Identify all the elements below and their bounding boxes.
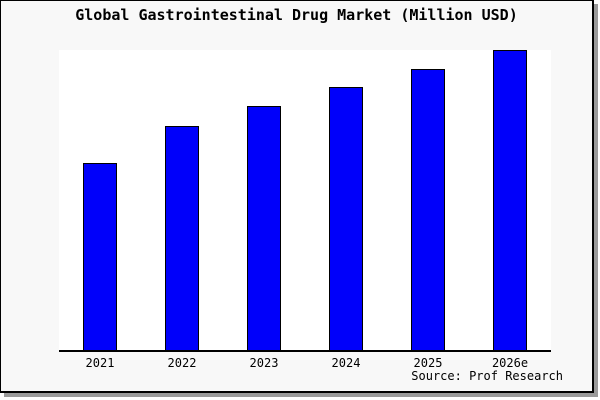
bar-slot-2025	[387, 50, 469, 350]
bar-2024	[329, 87, 363, 350]
bar-2023	[247, 106, 281, 350]
bar-2026e	[493, 50, 527, 350]
chart-title: Global Gastrointestinal Drug Market (Mil…	[75, 6, 518, 24]
bar-2021	[83, 162, 117, 350]
x-tick-label-2022: 2022	[167, 356, 197, 370]
bar-slot-2021	[59, 50, 141, 350]
bar-slot-2022	[141, 50, 223, 350]
bar-slot-2024	[305, 50, 387, 350]
x-tick-label-2024: 2024	[331, 356, 361, 370]
plot-area	[59, 50, 551, 352]
source-note: Source: Prof Research	[411, 369, 563, 383]
x-tick-label-2026e: 2026e	[491, 356, 529, 370]
x-tick-label-2023: 2023	[249, 356, 279, 370]
x-tick-label-2025: 2025	[413, 356, 443, 370]
bar-2022	[165, 125, 199, 350]
x-axis-labels: 2021 2022 2023 2024 2025 2026e	[59, 356, 551, 370]
bar-slot-2026e	[469, 50, 551, 350]
bar-series	[59, 50, 551, 350]
chart-canvas: Global Gastrointestinal Drug Market (Mil…	[0, 0, 594, 393]
x-tick-label-2021: 2021	[85, 356, 115, 370]
bar-slot-2023	[223, 50, 305, 350]
bar-2025	[411, 69, 445, 350]
